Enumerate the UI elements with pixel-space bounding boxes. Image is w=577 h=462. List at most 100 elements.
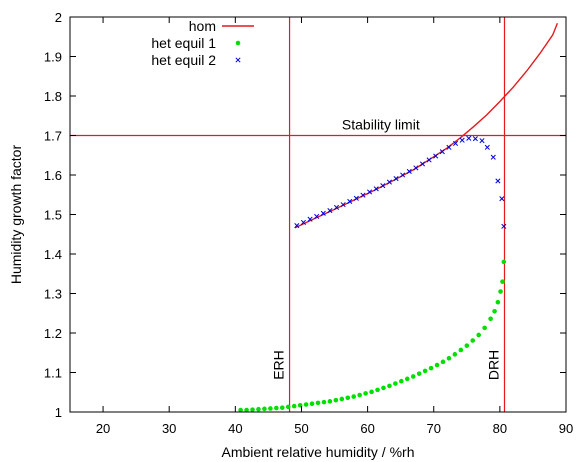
point-het-equil-2 — [360, 192, 366, 198]
point-het-equil-2 — [380, 183, 386, 189]
point-het-equil-1 — [482, 325, 487, 331]
point-het-equil-1 — [399, 378, 404, 384]
series-line-hom — [294, 23, 559, 229]
point-het-equil-2 — [307, 216, 313, 222]
y-tick-label: 1.5 — [44, 208, 62, 223]
point-het-equil-2 — [333, 204, 340, 210]
point-het-equil-2 — [446, 144, 452, 150]
point-het-equil-1 — [274, 405, 279, 411]
point-het-equil-1 — [422, 368, 428, 374]
point-het-equil-1 — [495, 299, 501, 305]
point-het-equil-2 — [314, 213, 320, 220]
point-het-equil-1 — [410, 374, 416, 379]
point-het-equil-1 — [256, 406, 261, 412]
point-het-equil-2 — [453, 140, 459, 146]
point-het-equil-1 — [488, 316, 493, 322]
axis-ticks: 20 30 40 50 60 70 80 90 1 1.1 1.2 1.3 1.4 1.5 1.6 1.7 1.… — [44, 10, 573, 436]
point-het-equil-1 — [393, 381, 398, 386]
y-tick-label: 1.6 — [44, 168, 62, 183]
point-het-equil-2 — [413, 165, 419, 171]
point-het-equil-1 — [404, 376, 410, 382]
point-het-equil-1 — [369, 389, 374, 395]
y-tick-label: 1.4 — [44, 247, 62, 262]
reference-lines — [70, 17, 566, 412]
point-het-equil-2 — [393, 176, 399, 182]
point-het-equil-2 — [294, 223, 300, 229]
point-het-equil-1 — [452, 352, 458, 357]
point-het-equil-2 — [459, 137, 465, 143]
point-het-equil-1 — [416, 371, 422, 376]
y-tick-label: 1.1 — [44, 366, 62, 381]
point-het-equil-1 — [363, 391, 368, 396]
drh-label: DRH — [485, 350, 501, 380]
point-het-equil-1 — [381, 385, 386, 391]
point-het-equil-1 — [458, 347, 464, 353]
point-het-equil-1 — [440, 359, 446, 365]
point-het-equil-2 — [479, 138, 485, 144]
x-tick-label: 50 — [294, 421, 308, 436]
point-het-equil-2 — [327, 207, 333, 214]
legend-swatch-het-equil-2 — [235, 57, 241, 63]
x-tick-label: 40 — [228, 421, 242, 436]
point-het-equil-1 — [357, 392, 362, 398]
point-het-equil-2 — [495, 178, 501, 184]
point-het-equil-1 — [291, 403, 297, 409]
point-het-equil-1 — [309, 401, 315, 407]
y-tick-label: 1.8 — [44, 89, 62, 104]
point-het-equil-2 — [433, 153, 439, 159]
point-het-equil-1 — [250, 407, 255, 412]
x-tick-label: 20 — [96, 421, 110, 436]
erh-label: ERH — [271, 350, 287, 380]
point-het-equil-1 — [387, 383, 392, 389]
point-het-equil-2 — [353, 195, 359, 201]
point-het-equil-2 — [373, 186, 379, 192]
point-het-equil-1 — [464, 343, 470, 348]
point-het-equil-1 — [339, 396, 345, 402]
y-tick-label: 1.7 — [44, 129, 62, 144]
point-het-equil-1 — [303, 402, 309, 407]
y-tick-label: 1 — [55, 405, 62, 420]
stability-limit-label: Stability limit — [342, 117, 420, 133]
point-het-equil-1 — [321, 399, 327, 405]
point-het-equil-1 — [428, 365, 434, 371]
legend-label: hom — [189, 18, 216, 34]
point-het-equil-1 — [285, 404, 291, 410]
annotations: Stability limit ERH DRH — [271, 117, 502, 381]
x-tick-label: 80 — [493, 421, 507, 436]
point-het-equil-2 — [347, 198, 353, 205]
point-het-equil-1 — [498, 289, 503, 294]
x-tick-label: 70 — [426, 421, 440, 436]
point-het-equil-1 — [262, 406, 267, 412]
point-het-equil-2 — [406, 168, 412, 174]
point-het-equil-2 — [439, 149, 445, 155]
legend-label: het equil 1 — [151, 35, 216, 51]
x-tick-label: 30 — [162, 421, 176, 436]
y-tick-label: 1.3 — [44, 287, 62, 302]
point-het-equil-1 — [501, 259, 507, 265]
point-het-equil-2 — [466, 135, 472, 141]
point-het-equil-2 — [472, 136, 478, 142]
legend-label: het equil 2 — [151, 52, 216, 68]
point-het-equil-1 — [434, 362, 440, 368]
point-het-equil-1 — [351, 394, 357, 399]
y-axis-label: Humidity growth factor — [8, 145, 24, 285]
point-het-equil-2 — [400, 172, 406, 178]
point-het-equil-1 — [244, 407, 249, 413]
point-het-equil-2 — [499, 196, 505, 202]
y-tick-label: 2 — [55, 10, 62, 25]
point-het-equil-1 — [268, 406, 273, 411]
series-layer — [238, 23, 559, 413]
legend-swatch-het-equil-1 — [235, 40, 241, 46]
point-het-equil-1 — [446, 355, 452, 361]
point-het-equil-1 — [315, 400, 321, 406]
point-het-equil-1 — [279, 405, 285, 410]
point-het-equil-1 — [375, 387, 380, 393]
point-het-equil-1 — [492, 308, 497, 314]
point-het-equil-1 — [327, 399, 333, 404]
x-tick-label: 60 — [360, 421, 374, 436]
point-het-equil-2 — [484, 144, 490, 150]
y-tick-label: 1.2 — [44, 326, 62, 341]
point-het-equil-2 — [386, 179, 392, 185]
point-het-equil-2 — [300, 219, 307, 225]
